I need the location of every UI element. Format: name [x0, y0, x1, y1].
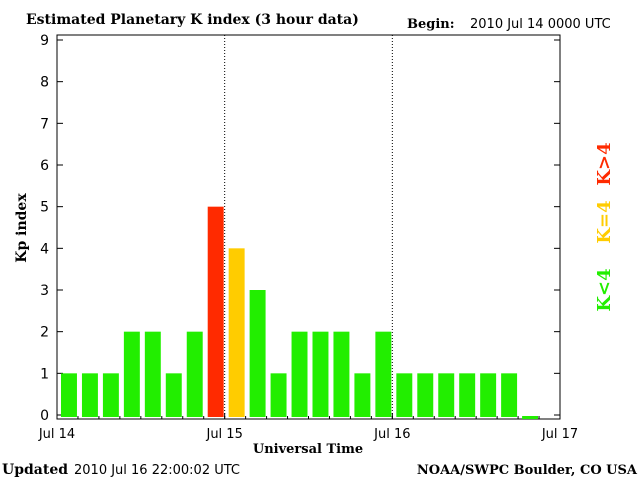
y-tick-label: 0 [40, 408, 49, 424]
y-tick-label: 1 [40, 366, 49, 382]
bar-series [61, 206, 539, 419]
x-axis: Jul 14 Jul 15 Jul 16 Jul 17 [38, 413, 578, 442]
y-tick-label: 5 [40, 200, 49, 216]
x-tick-label: Jul 16 [373, 427, 410, 442]
kp-bar [396, 373, 413, 417]
kp-bar [522, 416, 539, 419]
y-axis-label: Kp index [14, 193, 30, 263]
kp-bar [438, 373, 455, 417]
x-axis-label: Universal Time [253, 442, 363, 457]
chart-title: Estimated Planetary K index (3 hour data… [26, 12, 359, 28]
kp-bar [270, 373, 287, 417]
kp-bar [249, 290, 266, 417]
kp-bar [144, 331, 161, 417]
kp-bar [186, 331, 203, 417]
kp-bar [501, 373, 518, 417]
kp-bar [81, 373, 98, 417]
y-tick-label: 4 [40, 241, 49, 257]
source-credit: NOAA/SWPC Boulder, CO USA [417, 463, 638, 478]
begin-label: Begin: [407, 17, 455, 32]
begin-value: 2010 Jul 14 0000 UTC [470, 17, 611, 32]
legend-k-lt-4: K<4 [594, 268, 615, 311]
legend-k-eq-4: K=4 [594, 200, 615, 243]
kp-bar [228, 248, 245, 417]
kp-bar [102, 373, 119, 417]
updated-value: 2010 Jul 16 22:00:02 UTC [74, 463, 240, 478]
y-tick-label: 8 [40, 75, 49, 91]
kp-bar [459, 373, 476, 417]
kp-bar [354, 373, 371, 417]
kp-bar [165, 373, 182, 417]
kp-bar [207, 206, 224, 417]
day-dividers [224, 35, 393, 419]
kp-bar [480, 373, 497, 417]
x-tick-label: Jul 17 [541, 427, 578, 442]
y-tick-label: 9 [40, 33, 49, 49]
y-tick-label: 3 [40, 283, 49, 299]
kp-bar [291, 331, 308, 417]
x-tick-label: Jul 14 [38, 427, 75, 442]
kp-bar [312, 331, 329, 417]
kp-bar [417, 373, 434, 417]
y-tick-label: 2 [40, 325, 49, 341]
updated-label: Updated [2, 462, 68, 478]
y-tick-label: 6 [40, 158, 49, 174]
x-tick-label: Jul 15 [205, 427, 242, 442]
kp-bar [61, 373, 77, 417]
y-axis: 0 1 2 3 4 5 6 7 8 9 [40, 33, 560, 424]
y-tick-label: 7 [40, 116, 49, 132]
kp-bar [123, 331, 140, 417]
kp-bar [375, 331, 392, 417]
kp-bar [333, 331, 350, 417]
legend-k-gt-4: K>4 [594, 142, 615, 185]
